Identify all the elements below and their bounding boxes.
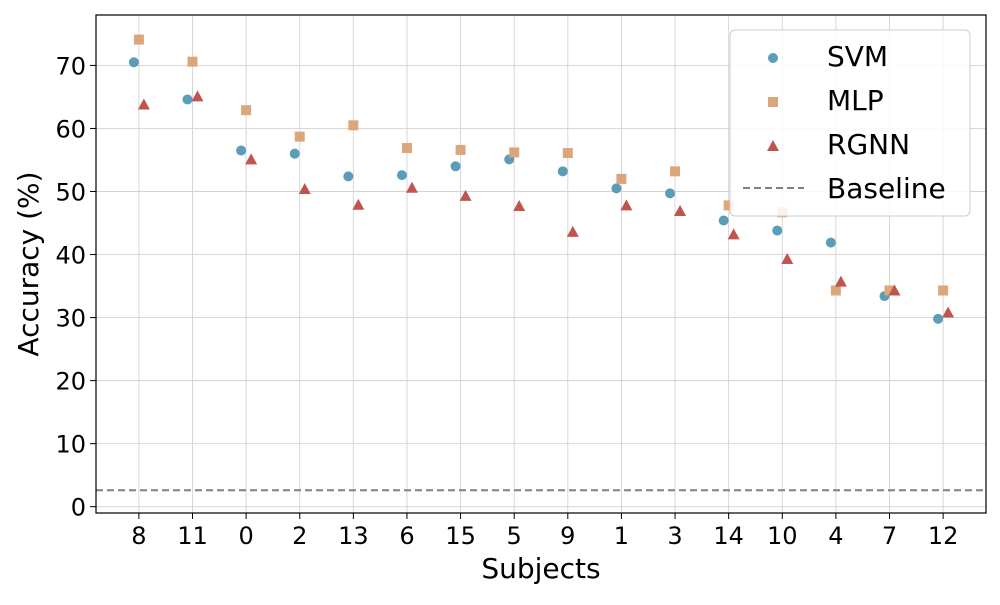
y-tick-label: 10 (55, 431, 86, 459)
grid-lines (96, 15, 986, 513)
data-point-svm (343, 171, 354, 182)
y-axis-label: Accuracy (%) (12, 171, 45, 356)
legend-label-rgnn: RGNN (827, 128, 910, 161)
data-point-mlp (616, 173, 627, 184)
data-point-svm (557, 166, 568, 177)
data-point-rgnn (727, 228, 740, 240)
data-point-svm (182, 94, 193, 105)
data-point-svm (933, 313, 944, 324)
x-tick-label: 14 (713, 522, 744, 550)
data-point-mlp (884, 285, 895, 296)
x-tick-label: 9 (560, 522, 575, 550)
x-tick-label: 2 (292, 522, 307, 550)
legend-box (729, 29, 971, 217)
data-point-rgnn (620, 199, 633, 211)
legend-marker-mlp (768, 97, 778, 107)
data-point-rgnn (191, 90, 204, 102)
y-tick-label: 70 (55, 52, 86, 80)
data-point-mlp (401, 143, 412, 154)
data-point-rgnn (566, 225, 579, 237)
data-point-mlp (670, 166, 681, 177)
data-point-mlp (241, 105, 252, 116)
legend-label-svm: SVM (827, 40, 888, 73)
data-point-mlp (348, 120, 359, 131)
data-point-mlp (294, 131, 305, 142)
data-point-rgnn (942, 306, 955, 318)
data-point-rgnn (674, 205, 687, 217)
data-point-svm (772, 225, 783, 236)
x-tick-label: 15 (445, 522, 476, 550)
data-point-svm (718, 215, 729, 226)
data-point-svm (236, 145, 247, 156)
x-tick-label: 13 (338, 522, 369, 550)
data-point-rgnn (405, 181, 418, 193)
data-point-mlp (455, 144, 466, 155)
data-marks (128, 34, 955, 324)
data-point-rgnn (352, 198, 365, 210)
x-tick-label: 1 (614, 522, 629, 550)
data-point-rgnn (137, 98, 150, 110)
x-tick-label: 8 (131, 522, 146, 550)
data-point-mlp (187, 56, 198, 67)
legend: SVM MLP RGNN Baseline (729, 29, 971, 217)
y-tick-label: 30 (55, 305, 86, 333)
data-point-rgnn (298, 182, 311, 194)
y-tick-label: 0 (71, 494, 86, 522)
data-point-mlp (723, 200, 734, 211)
data-point-mlp (133, 34, 144, 45)
plot-frame (95, 14, 987, 514)
x-axis-label: Subjects (481, 552, 600, 585)
legend-marker-svm (768, 53, 778, 63)
data-point-svm (450, 161, 461, 172)
data-point-svm (128, 57, 139, 68)
data-point-rgnn (888, 284, 901, 296)
data-point-svm (665, 188, 676, 199)
data-point-rgnn (459, 189, 472, 201)
data-point-svm (611, 183, 622, 194)
x-tick-label: 4 (828, 522, 843, 550)
legend-label-mlp: MLP (827, 84, 884, 117)
data-point-svm (825, 237, 836, 248)
legend-marker-rgnn (767, 140, 779, 151)
data-point-rgnn (781, 252, 794, 264)
x-tick-label: 10 (767, 522, 798, 550)
data-point-mlp (830, 285, 841, 296)
x-tick-label: 7 (882, 522, 897, 550)
data-point-rgnn (245, 153, 258, 165)
y-tick-label: 20 (55, 368, 86, 396)
data-point-rgnn (834, 275, 847, 287)
legend-label-baseline: Baseline (827, 172, 946, 205)
x-tick-label: 12 (928, 522, 959, 550)
x-tick-label: 6 (399, 522, 414, 550)
x-tick-label: 11 (177, 522, 208, 550)
y-tick-label: 40 (55, 242, 86, 270)
y-tick-label: 60 (55, 115, 86, 143)
data-point-mlp (938, 285, 949, 296)
data-point-mlp (562, 148, 573, 159)
x-tick-label: 5 (507, 522, 522, 550)
data-point-rgnn (513, 200, 526, 212)
data-point-mlp (509, 147, 520, 158)
data-point-svm (289, 148, 300, 159)
x-tick-label: 3 (667, 522, 682, 550)
y-tick-label: 50 (55, 179, 86, 207)
x-tick-label: 0 (238, 522, 253, 550)
data-point-svm (396, 170, 407, 181)
